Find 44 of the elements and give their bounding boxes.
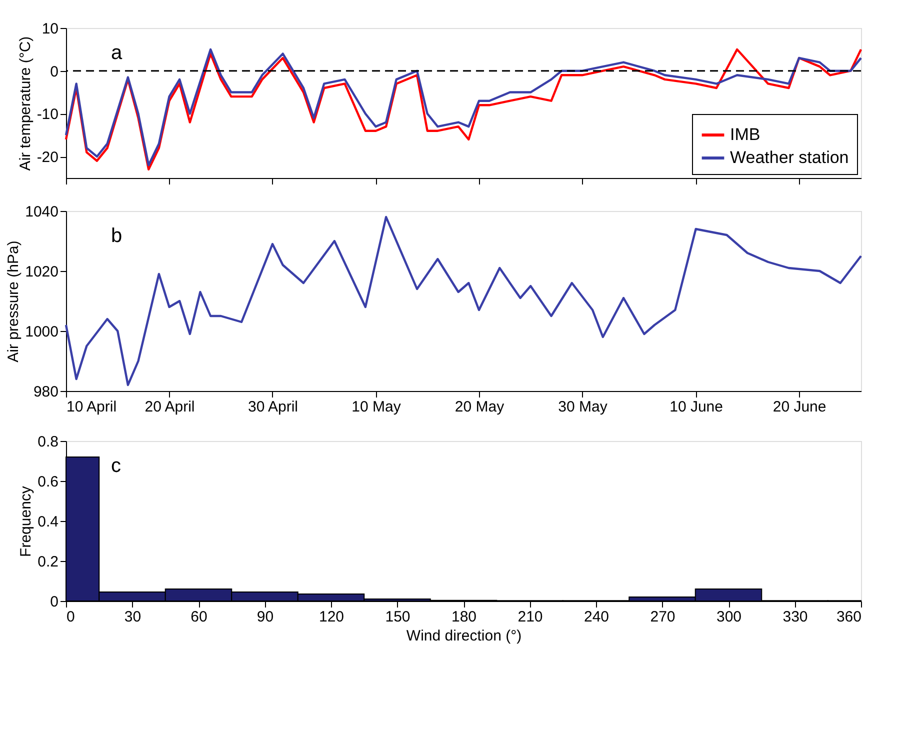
x-tick-label: 300 (716, 608, 742, 626)
x-tick-label: 150 (385, 608, 410, 626)
y-axis-title: Air temperature (°C) (16, 36, 34, 171)
y-axis-title: Frequency (18, 486, 35, 557)
y-tick-label: 0.8 (38, 434, 58, 450)
x-tick-label: 30 May (558, 398, 608, 416)
y-tick-label: 0.4 (38, 514, 58, 530)
x-tick-label: 20 June (772, 398, 826, 416)
annotation: a (111, 42, 123, 64)
legend-label: IMB (730, 125, 760, 144)
y-axis-title: Air pressure (hPa) (5, 240, 22, 362)
x-tick-label: 20 May (454, 398, 505, 416)
x-tick-label: 270 (650, 608, 676, 626)
x-tick-label: 30 (124, 608, 142, 626)
x-tick-label: 10 May (352, 398, 402, 416)
x-tick-label: 10 April (66, 398, 117, 416)
x-tick-label: 0 (66, 608, 75, 626)
x-tick-label: 30 April (248, 398, 298, 416)
y-tick-label: 0.2 (38, 554, 58, 570)
y-tick-label: 0 (50, 63, 58, 80)
x-tick-label: 210 (518, 608, 543, 626)
y-tick-label: 0 (50, 594, 58, 610)
y-tick-label: 0.6 (38, 474, 58, 490)
y-tick-label: 980 (33, 384, 58, 400)
x-tick-label: 330 (782, 608, 808, 626)
y-tick-label: 1000 (25, 324, 58, 340)
annotation: c (111, 455, 121, 477)
x-tick-label: 90 (256, 608, 274, 626)
annotation: b (111, 225, 122, 247)
legend-label: Weather station (730, 148, 849, 167)
y-tick-label: 1020 (25, 264, 58, 280)
line-series (64, 216, 862, 386)
y-tick-label: 1040 (25, 204, 58, 220)
x-tick-label: 180 (451, 608, 477, 626)
x-tick-label: 360 (836, 608, 862, 626)
x-tick-label: 240 (584, 608, 610, 626)
x-tick-label: 20 April (144, 398, 195, 416)
y-tick-label: -20 (36, 149, 58, 166)
x-axis-title: Wind direction (°) (406, 628, 522, 644)
x-tick-label: 60 (190, 608, 208, 626)
y-tick-label: -10 (36, 106, 58, 124)
x-tick-label: 10 June (670, 398, 723, 416)
x-tick-label: 120 (318, 608, 344, 626)
y-tick-label: 10 (42, 20, 58, 38)
